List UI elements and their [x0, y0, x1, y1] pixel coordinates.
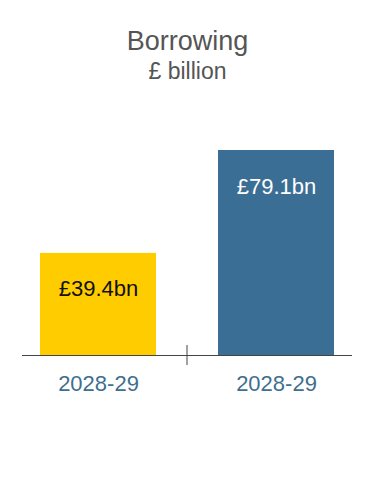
svg-text:2028-29: 2028-29: [236, 371, 317, 396]
svg-text:£39.4bn: £39.4bn: [59, 276, 139, 301]
html-text:£ billion: £ billion: [148, 58, 227, 84]
svg-text:£79.1bn: £79.1bn: [237, 174, 317, 199]
svg-text:2028-29: 2028-29: [58, 371, 139, 396]
html-text:Borrowing: Borrowing: [126, 26, 249, 56]
